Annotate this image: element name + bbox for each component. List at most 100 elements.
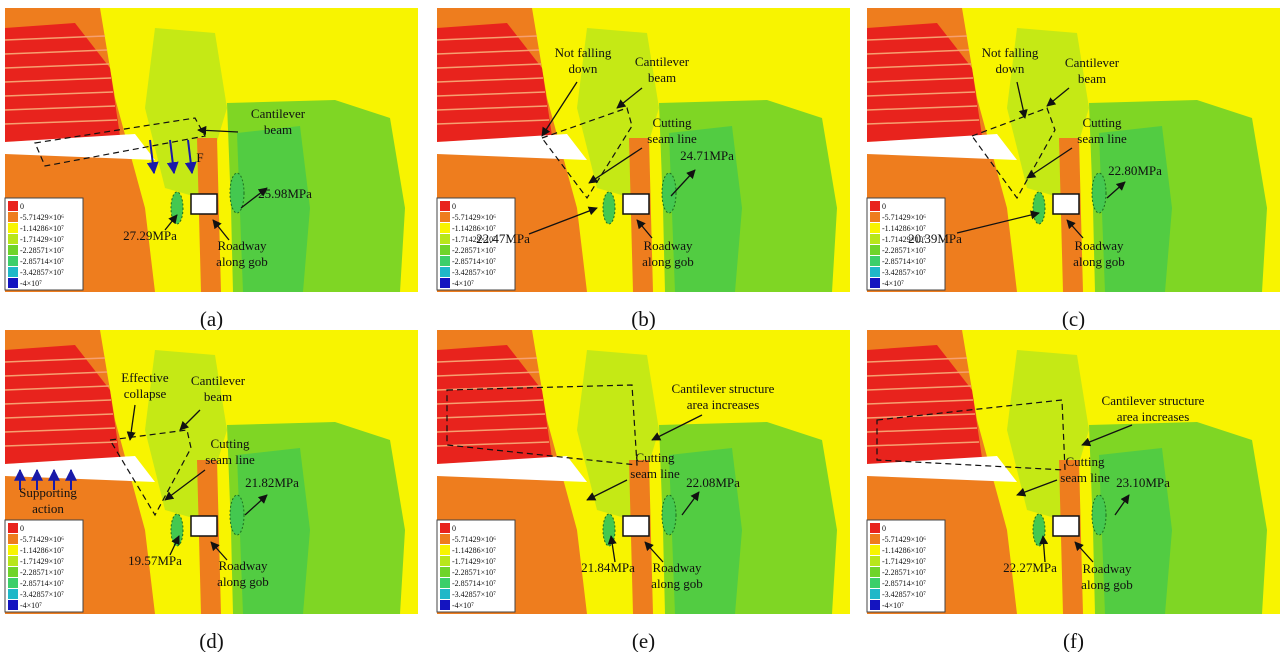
annotation: Roadway <box>652 560 702 575</box>
annotation-arrow <box>240 187 268 209</box>
annotation-arrow <box>1016 479 1058 497</box>
legend-label: 0 <box>20 524 24 533</box>
legend-swatch <box>870 556 880 566</box>
annotation-arrow <box>169 535 180 556</box>
cantilever-box <box>876 399 1066 471</box>
block-seam <box>4 91 114 97</box>
block-seam <box>436 119 550 125</box>
legend-label: -5.71429×10⁶ <box>20 213 64 222</box>
stress-ellipse <box>661 172 677 214</box>
annotation: Cutting <box>652 115 692 130</box>
block-seam <box>866 441 980 447</box>
legend-label: -1.14286×10⁷ <box>452 224 496 233</box>
annotation: beam <box>264 122 292 137</box>
legend-label: -1.71429×10⁷ <box>452 235 496 244</box>
block-seam <box>866 413 976 419</box>
panel: 0 -5.71429×10⁶ -1.14286×10⁷ -1.71429×10⁷ -2.… <box>436 330 850 614</box>
legend-swatch <box>870 534 880 544</box>
annotation-arrow <box>1114 494 1130 516</box>
orange-stripe <box>197 460 221 614</box>
force-arrow <box>146 139 159 175</box>
annotation: down <box>996 61 1025 76</box>
legend-swatch <box>440 523 450 533</box>
annotation-arrow <box>651 414 703 441</box>
annotation: along gob <box>642 254 694 269</box>
legend-label: -1.14286×10⁷ <box>882 546 926 555</box>
legend-swatch <box>8 212 18 222</box>
legend-swatch <box>8 267 18 277</box>
block-seam <box>4 441 118 447</box>
legend-label: 0 <box>20 202 24 211</box>
legend-label: -1.71429×10⁷ <box>882 557 926 566</box>
block-seam <box>866 105 978 111</box>
legend-swatch <box>440 600 450 610</box>
legend-label: -5.71429×10⁶ <box>20 535 64 544</box>
annotation: Roadway <box>1082 561 1132 576</box>
legend-swatch <box>870 278 880 288</box>
panel: 0 -5.71429×10⁶ -1.14286×10⁷ -1.71429×10⁷ -2.… <box>4 330 418 614</box>
legend-swatch <box>870 223 880 233</box>
annotation-arrow <box>681 491 700 516</box>
roadway <box>190 193 218 215</box>
annotation-arrow <box>616 87 643 109</box>
annotation: Cutting <box>1082 115 1122 130</box>
legend-label: -2.85714×10⁷ <box>452 257 496 266</box>
annotation-arrow <box>179 409 201 431</box>
legend-swatch <box>870 567 880 577</box>
annotation: 25.98MPa <box>258 186 312 201</box>
legend-swatch <box>870 589 880 599</box>
green-core <box>669 126 742 292</box>
annotation: seam line <box>647 131 697 146</box>
block-seam <box>866 49 970 55</box>
stress-ellipse <box>1091 172 1107 214</box>
block-seam <box>436 371 540 377</box>
block-seam <box>4 385 110 391</box>
annotation: 22.08MPa <box>686 475 740 490</box>
annotation: Cutting <box>1065 454 1105 469</box>
green-core <box>237 448 310 614</box>
legend: 0 -5.71429×10⁶ -1.14286×10⁷ -1.71429×10⁷ -2.… <box>436 519 516 613</box>
legend-label: -3.42857×10⁷ <box>20 590 64 599</box>
annotation: along gob <box>651 576 703 591</box>
stress-ellipse <box>661 494 677 536</box>
legend-swatch <box>8 245 18 255</box>
stress-ellipse <box>1091 494 1107 536</box>
green-core <box>237 126 310 292</box>
annotation-arrow <box>588 147 643 184</box>
block-seam <box>866 91 976 97</box>
block-seam <box>866 35 968 41</box>
legend-swatch <box>440 201 450 211</box>
annotation-arrow <box>210 541 228 561</box>
annotation: 20.39MPa <box>908 231 962 246</box>
annotation: seam line <box>205 452 255 467</box>
annotation: Cantilever <box>251 106 306 121</box>
legend-label: -1.14286×10⁷ <box>20 546 64 555</box>
crack <box>5 134 155 160</box>
legend-swatch <box>8 523 18 533</box>
annotation: Roadway <box>217 238 267 253</box>
legend-label: -4×10⁷ <box>20 601 42 610</box>
panel-label: (a) <box>200 307 223 331</box>
annotation-arrow <box>586 479 628 501</box>
crack <box>867 134 1017 160</box>
legend-swatch <box>8 545 18 555</box>
annotation-arrow <box>607 535 617 563</box>
orange-stripe <box>629 460 653 614</box>
legend-label: 0 <box>882 202 886 211</box>
legend-swatch <box>440 278 450 288</box>
annotation: Cantilever structure <box>1102 393 1205 408</box>
legend-swatch <box>440 267 450 277</box>
annotation-arrow <box>1016 81 1028 119</box>
annotation-arrow <box>1081 424 1133 447</box>
block-seam <box>866 427 978 433</box>
block-seam <box>866 371 970 377</box>
legend-swatch <box>440 578 450 588</box>
annotation: Supporting <box>19 485 77 500</box>
annotation: seam line <box>1077 131 1127 146</box>
annotation-arrow <box>1106 181 1126 199</box>
annotation: seam line <box>1060 470 1110 485</box>
legend-swatch <box>8 578 18 588</box>
roadway <box>190 515 218 537</box>
panel: 0 -5.71429×10⁶ -1.14286×10⁷ -1.71429×10⁷ -2.… <box>866 330 1280 614</box>
annotation: beam <box>648 70 676 85</box>
